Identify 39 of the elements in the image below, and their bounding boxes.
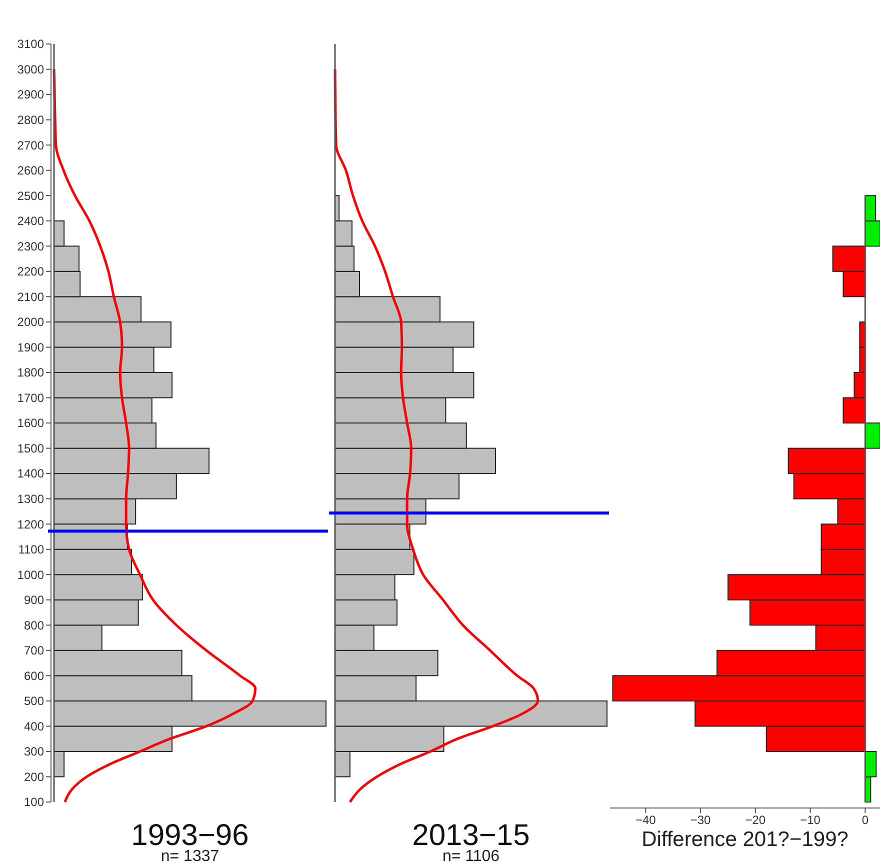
y-tick-label: 2600 [17,164,44,178]
y-tick-label: 1900 [17,340,44,354]
y-tick-label: 1100 [18,542,44,557]
y-tick-label: 900 [24,593,44,608]
y-tick-label: 100 [24,795,44,810]
text: n= 1106 [442,848,500,863]
y-tick-label: 2100 [17,290,44,304]
y-tick-label: 2300 [17,239,44,254]
y-tick-label: 1200 [17,517,44,532]
y-tick-label: 2500 [17,188,44,203]
y-tick-label: 1300 [17,492,44,506]
text: n= 1337 [160,848,220,863]
y-tick-label: 2900 [17,88,44,102]
y-tick-label: 1800 [17,366,44,380]
y-tick-label: 3000 [17,62,44,76]
y-tick-label: 1500 [17,441,44,456]
y-tick-label: 2000 [17,315,44,330]
y-tick-label: 3100 [17,37,44,52]
x-tick-label: −40 [635,813,656,827]
y-tick-label: 1000 [17,568,44,582]
y-tick-label: 2400 [17,214,44,228]
y-tick-label: 200 [24,770,44,784]
y-tick-label: 400 [24,719,44,734]
y-tick-label: 1600 [17,416,44,430]
y-tick-label: 1400 [17,466,44,481]
y-tick-label: 700 [24,644,44,658]
y-tick-label: 500 [24,694,44,708]
x-tick-label: 0 [862,813,869,827]
x-tick-label: −10 [800,813,821,827]
x-tick-label: −20 [745,813,766,827]
y-tick-label: 2200 [17,264,44,279]
y-tick-label: 800 [24,618,44,632]
y-tick-label: 2700 [17,138,44,152]
x-tick-label: −30 [690,813,712,827]
y-tick-label: 300 [24,744,44,759]
y-tick-label: 600 [24,668,44,683]
y-tick-label: 2800 [17,113,44,127]
x-axis-title: Difference 201?−199? [642,828,848,851]
y-tick-label: 1700 [17,390,44,405]
